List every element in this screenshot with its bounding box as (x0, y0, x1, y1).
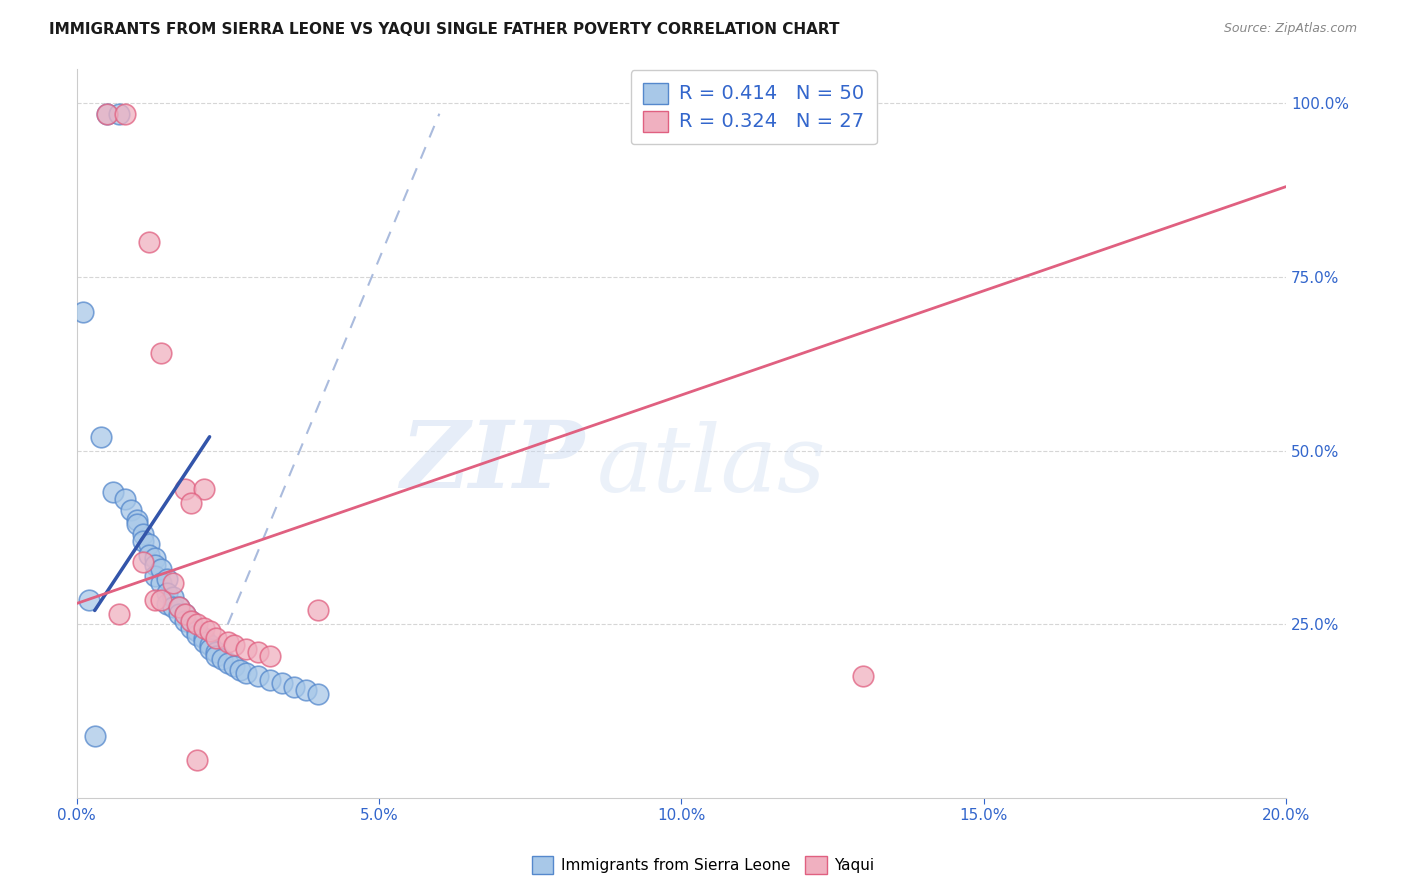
Point (283, 680, 305, 694)
Point (174, 614, 197, 628)
Point (96, 106, 118, 120)
Point (162, 599, 184, 614)
Point (150, 346, 173, 360)
Point (180, 496, 202, 510)
Point (235, 665, 257, 680)
Point (156, 586, 179, 600)
Point (114, 106, 136, 120)
Point (156, 597, 179, 611)
Text: atlas: atlas (596, 421, 827, 511)
Point (138, 537, 160, 551)
Point (180, 621, 202, 635)
Point (271, 676, 294, 690)
Point (229, 663, 252, 677)
Legend: R = 0.414   N = 50, R = 0.324   N = 27: R = 0.414 N = 50, R = 0.324 N = 27 (630, 70, 877, 145)
Point (169, 599, 191, 614)
Point (108, 607, 131, 621)
Point (143, 558, 166, 573)
Point (169, 599, 191, 614)
Point (138, 235, 160, 250)
Point (120, 502, 142, 516)
Point (193, 632, 215, 646)
Point (211, 652, 233, 666)
Point (307, 603, 329, 617)
Point (222, 638, 245, 652)
Point (162, 590, 184, 604)
Point (174, 607, 197, 621)
Point (259, 673, 281, 687)
Point (186, 617, 208, 632)
Point (83, 729, 105, 743)
Point (150, 593, 173, 607)
Point (72, 304, 94, 318)
Point (204, 645, 226, 659)
Point (246, 645, 269, 659)
Legend: Immigrants from Sierra Leone, Yaqui: Immigrants from Sierra Leone, Yaqui (526, 850, 880, 880)
Point (193, 482, 215, 496)
Point (295, 683, 318, 698)
Point (138, 548, 160, 562)
Text: Source: ZipAtlas.com: Source: ZipAtlas.com (1223, 22, 1357, 36)
Point (143, 568, 166, 582)
Point (169, 607, 191, 621)
Point (217, 656, 239, 670)
Point (852, 669, 875, 683)
Point (162, 575, 184, 590)
Point (77, 593, 100, 607)
Text: ZIP: ZIP (401, 417, 585, 508)
Point (132, 533, 155, 548)
Point (156, 572, 179, 586)
Point (222, 659, 245, 673)
Point (193, 634, 215, 648)
Point (132, 555, 155, 569)
Point (180, 614, 202, 628)
Point (150, 562, 173, 576)
Point (204, 632, 226, 646)
Point (96, 106, 118, 120)
Point (217, 634, 239, 648)
Point (125, 513, 148, 527)
Point (204, 648, 226, 663)
Point (180, 614, 202, 628)
Point (307, 687, 329, 701)
Point (235, 641, 257, 656)
Point (114, 492, 136, 507)
Point (143, 551, 166, 566)
Point (186, 628, 208, 642)
Point (259, 648, 281, 663)
Point (186, 753, 208, 767)
Point (198, 624, 221, 639)
Point (246, 669, 269, 683)
Point (186, 624, 208, 639)
Point (125, 516, 148, 531)
Point (101, 485, 124, 500)
Point (132, 527, 155, 541)
Point (90, 430, 112, 444)
Point (150, 575, 173, 590)
Point (108, 106, 131, 120)
Point (198, 641, 221, 656)
Point (193, 621, 215, 635)
Text: IMMIGRANTS FROM SIERRA LEONE VS YAQUI SINGLE FATHER POVERTY CORRELATION CHART: IMMIGRANTS FROM SIERRA LEONE VS YAQUI SI… (49, 22, 839, 37)
Point (174, 607, 197, 621)
Point (198, 638, 221, 652)
Point (143, 593, 166, 607)
Point (174, 482, 197, 496)
